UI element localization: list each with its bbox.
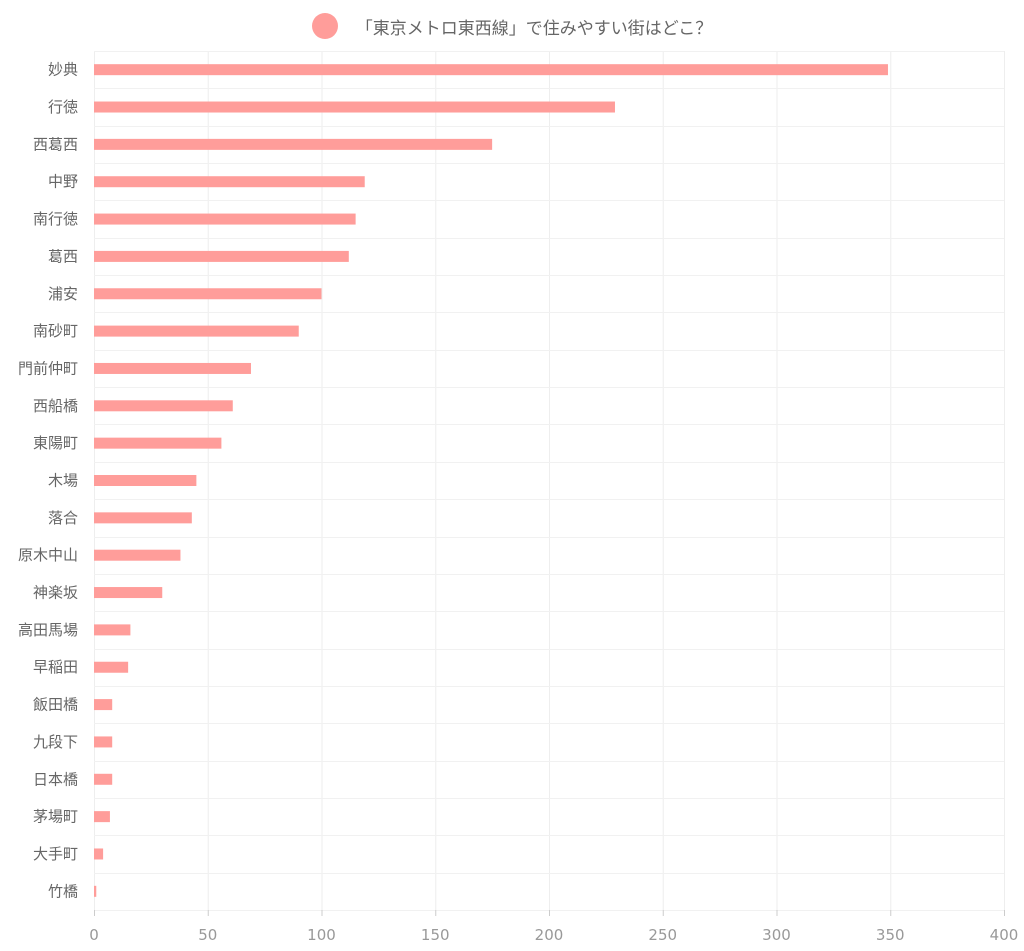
category-label: 九段下	[33, 733, 78, 751]
x-tick-label: 400	[990, 926, 1019, 944]
bar	[94, 64, 888, 76]
category-label: 東陽町	[33, 434, 78, 452]
category-label: 茅場町	[33, 808, 78, 826]
bar	[94, 736, 113, 748]
category-label: 竹橋	[48, 882, 78, 900]
category-label: 行徳	[48, 98, 78, 116]
category-label: 日本橋	[33, 770, 78, 788]
bar	[94, 549, 181, 561]
category-label: 落合	[48, 509, 78, 527]
bar	[94, 288, 322, 300]
bar	[94, 885, 97, 897]
category-label: 妙典	[48, 61, 78, 79]
category-label: 門前仲町	[18, 359, 78, 377]
bar	[94, 400, 233, 412]
legend-label: 「東京メトロ東西線」で住みやすい街はどこ？	[355, 18, 713, 39]
x-tick-label: 300	[762, 926, 791, 944]
category-label: 浦安	[48, 285, 78, 303]
bar	[94, 624, 131, 636]
bar	[94, 512, 192, 524]
category-label: 中野	[48, 173, 78, 191]
category-label: 南砂町	[33, 322, 78, 340]
category-label: 早稲田	[33, 658, 78, 676]
bar	[94, 213, 356, 225]
bar	[94, 101, 615, 113]
bar	[94, 475, 197, 486]
category-label: 高田馬場	[18, 621, 78, 639]
category-label: 木場	[48, 472, 78, 490]
category-label: 飯田橋	[33, 696, 78, 714]
category-label: 西葛西	[33, 135, 78, 153]
bar	[94, 325, 299, 337]
category-label: 大手町	[33, 845, 78, 863]
bar	[94, 811, 110, 823]
category-label: 原木中山	[18, 546, 78, 564]
bar	[94, 138, 493, 150]
bar	[94, 848, 104, 860]
category-label: 南行徳	[33, 210, 78, 228]
category-label: 西船橋	[33, 397, 78, 415]
x-tick-label: 250	[648, 926, 677, 944]
bar	[94, 773, 113, 785]
legend-swatch	[311, 13, 338, 39]
bar	[94, 250, 349, 262]
x-tick-label: 350	[876, 926, 905, 944]
x-tick-label: 50	[198, 926, 217, 944]
x-tick-label: 150	[421, 926, 450, 944]
bar	[94, 176, 365, 188]
bar	[94, 362, 251, 374]
bar	[94, 437, 222, 449]
category-label: 葛西	[48, 247, 78, 265]
legend[interactable]: 「東京メトロ東西線」で住みやすい街はどこ？	[0, 8, 1024, 44]
bar	[94, 587, 163, 599]
bar	[94, 699, 113, 711]
x-tick-label: 0	[89, 926, 99, 944]
bar	[94, 661, 129, 673]
x-tick-label: 200	[535, 926, 564, 944]
category-label: 神楽坂	[33, 584, 78, 602]
x-tick-label: 100	[307, 926, 336, 944]
